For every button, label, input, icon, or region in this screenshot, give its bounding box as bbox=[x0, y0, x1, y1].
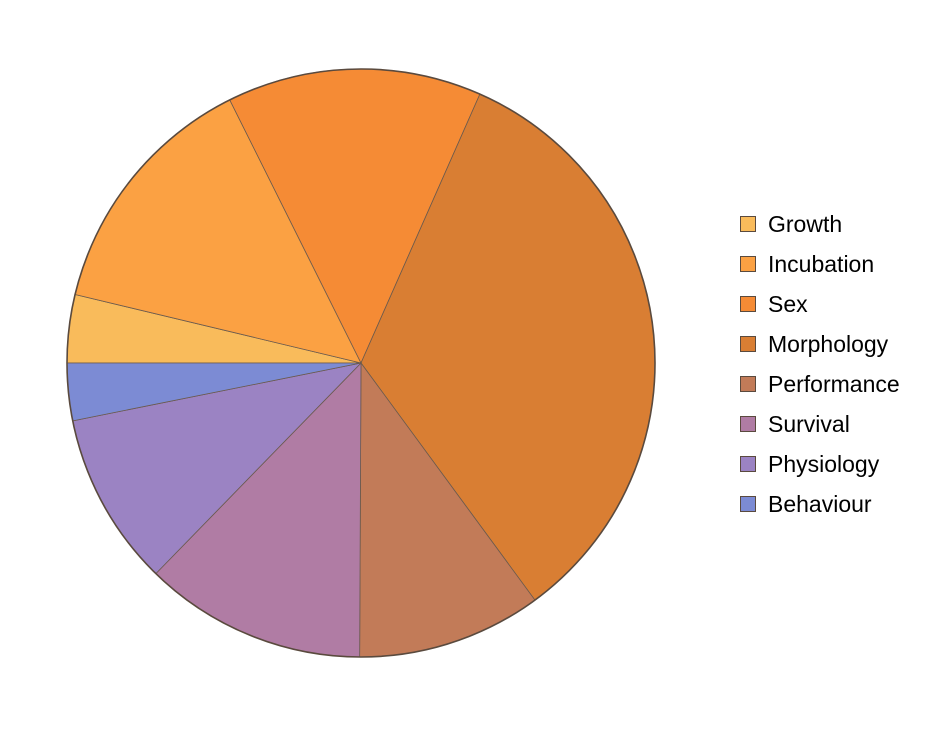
legend-swatch bbox=[740, 336, 756, 352]
legend-label: Behaviour bbox=[768, 490, 872, 517]
legend: Growth Incubation Sex Morphology Performance… bbox=[740, 204, 900, 524]
legend-swatch bbox=[740, 296, 756, 312]
legend-swatch bbox=[740, 256, 756, 272]
legend-label: Survival bbox=[768, 410, 850, 437]
legend-item-survival: Survival bbox=[740, 404, 900, 444]
legend-swatch bbox=[740, 496, 756, 512]
legend-label: Morphology bbox=[768, 330, 889, 357]
legend-item-incubation: Incubation bbox=[740, 244, 900, 284]
legend-item-sex: Sex bbox=[740, 284, 900, 324]
legend-label: Growth bbox=[768, 210, 843, 237]
legend-item-growth: Growth bbox=[740, 204, 900, 244]
legend-item-performance: Performance bbox=[740, 364, 900, 404]
legend-label: Physiology bbox=[768, 450, 880, 477]
legend-item-physiology: Physiology bbox=[740, 444, 900, 484]
legend-item-behaviour: Behaviour bbox=[740, 484, 900, 524]
legend-swatch bbox=[740, 216, 756, 232]
legend-label: Incubation bbox=[768, 250, 875, 277]
legend-label: Sex bbox=[768, 290, 808, 317]
legend-item-morphology: Morphology bbox=[740, 324, 900, 364]
legend-swatch bbox=[740, 456, 756, 472]
pie-outline bbox=[66, 68, 656, 658]
legend-swatch bbox=[740, 416, 756, 432]
legend-label: Performance bbox=[768, 370, 900, 397]
legend-swatch bbox=[740, 376, 756, 392]
